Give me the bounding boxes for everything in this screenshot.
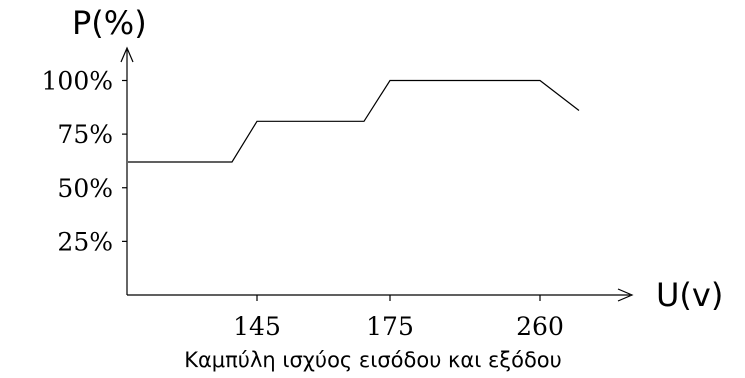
y-axis-arrow [120, 46, 134, 63]
x-axis-ticks: 145 175 260 [233, 295, 564, 341]
y-tick-label: 75% [57, 120, 113, 149]
y-axis-ticks: 25% 50% 75% 100% [42, 67, 127, 256]
x-tick-label: 145 [233, 312, 281, 341]
x-axis-title: U(v) [656, 276, 723, 314]
series-line [128, 79, 580, 163]
x-tick-label: 175 [366, 312, 414, 341]
axes [120, 46, 634, 302]
chart-caption: Καμπύλη ισχύος εισόδου και εξόδου [184, 348, 562, 372]
y-tick-label: 100% [42, 67, 113, 96]
series [127, 79, 580, 163]
x-axis-arrow [617, 288, 634, 302]
y-axis-title: P(%) [72, 4, 147, 42]
y-tick-label: 50% [57, 174, 113, 203]
y-tick-label: 25% [57, 227, 113, 256]
x-tick-label: 260 [516, 312, 564, 341]
